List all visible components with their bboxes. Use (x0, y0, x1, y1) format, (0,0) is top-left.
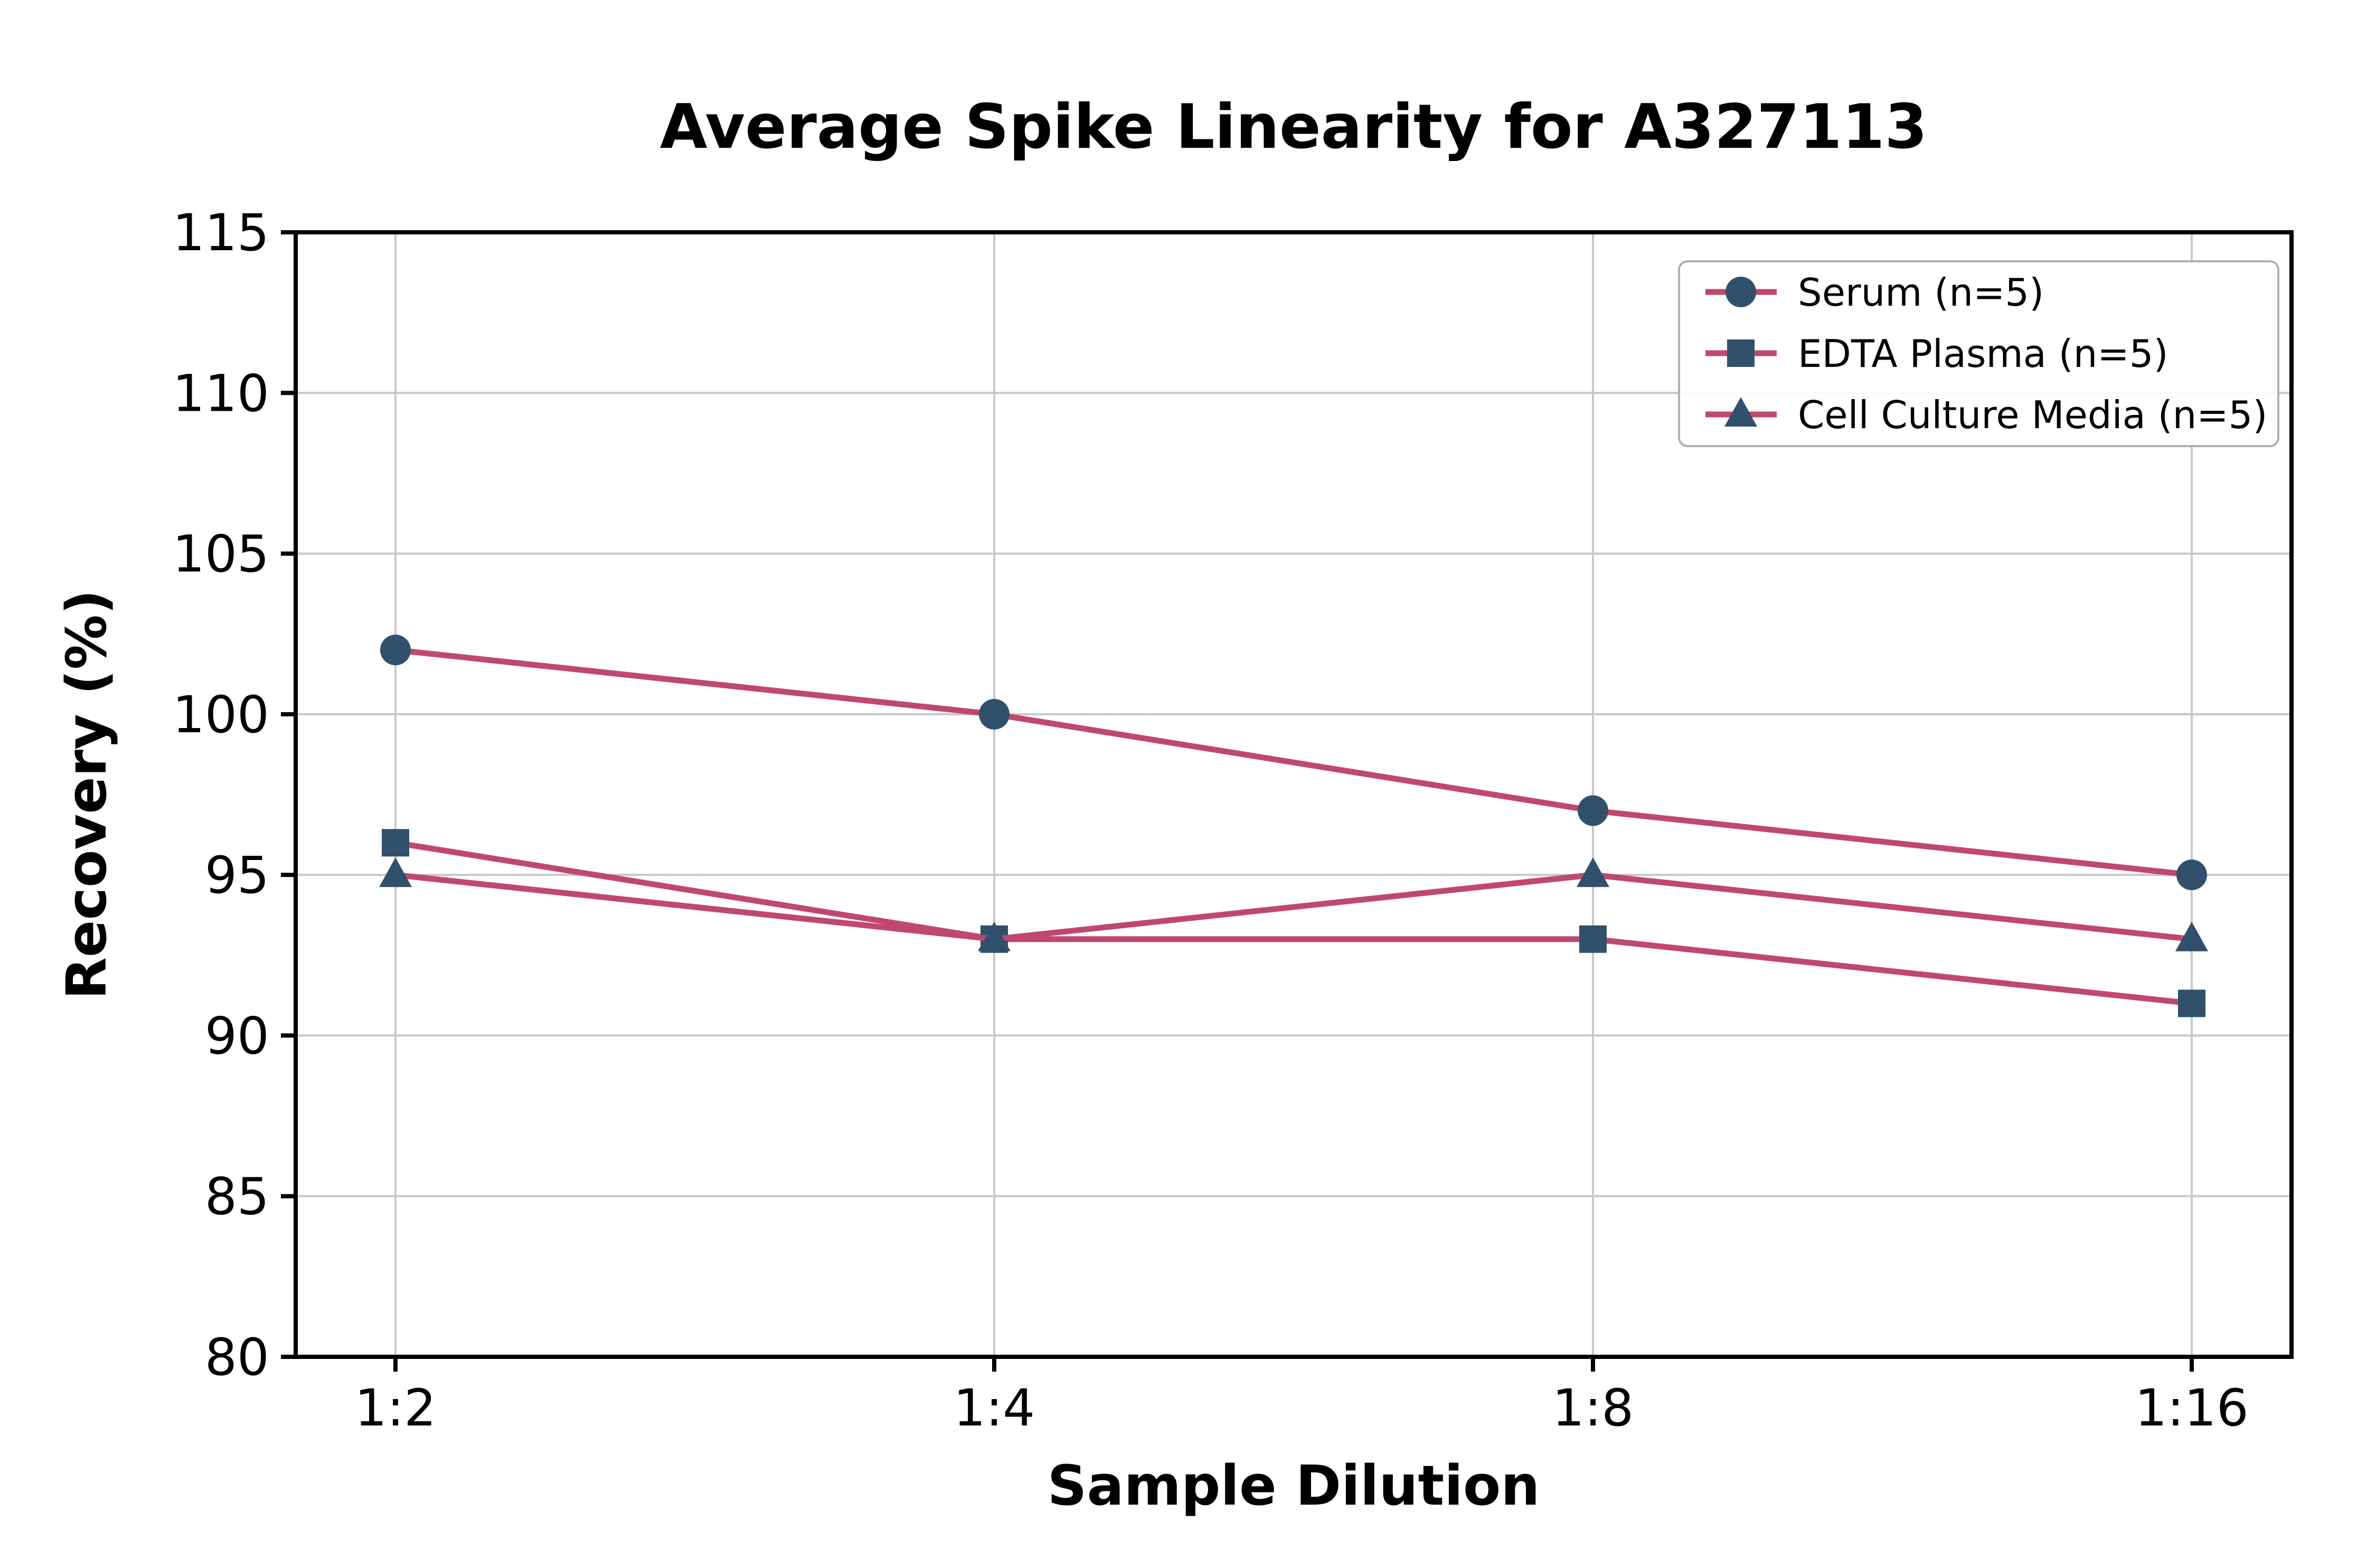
y-tick-label: 105 (173, 525, 269, 584)
data-point-circle (979, 698, 1010, 730)
y-tick-label: 100 (173, 685, 269, 744)
legend-marker-triangle (1724, 397, 1757, 427)
x-tick-label: 1:8 (1552, 1378, 1634, 1438)
data-point-square (1579, 925, 1607, 953)
data-point-circle (1578, 795, 1608, 826)
data-point-square (2178, 989, 2205, 1017)
data-point-circle (2176, 859, 2207, 891)
legend-label: Cell Culture Media (n=5) (1798, 393, 2268, 437)
legend-marker-square (1727, 339, 1755, 367)
data-point-square (382, 829, 409, 857)
data-point-triangle (2175, 921, 2208, 951)
data-point-triangle (379, 857, 412, 887)
data-series (379, 635, 2208, 1017)
series-line-square (392, 839, 2195, 1007)
axes-frame (294, 230, 2294, 1359)
series-line-circle (392, 647, 2195, 878)
x-axis-label: Sample Dilution (1048, 1453, 1540, 1518)
chart-title: Average Spike Linearity for A327113 (660, 91, 1927, 163)
plot-border (294, 230, 2294, 1359)
y-tick-label: 115 (173, 203, 269, 262)
y-axis-label: Recovery (%) (54, 590, 119, 1000)
legend-box (1678, 260, 2279, 447)
y-tick-label: 95 (205, 846, 269, 905)
y-tick-label: 85 (205, 1167, 269, 1226)
y-tick-label: 80 (205, 1328, 269, 1387)
legend-marker-circle (1726, 277, 1756, 307)
legend-label: Serum (n=5) (1798, 270, 2044, 315)
x-tick-label: 1:2 (355, 1378, 437, 1438)
y-tick-label: 110 (173, 364, 269, 423)
series-line-triangle (392, 872, 2195, 942)
data-point-triangle (978, 921, 1011, 951)
data-point-circle (380, 635, 411, 666)
y-tick-label: 90 (205, 1006, 269, 1065)
legend-label: EDTA Plasma (n=5) (1798, 332, 2168, 376)
x-tick-label: 1:4 (954, 1378, 1035, 1438)
legend: Serum (n=5) EDTA Plasma (n=5) Cell Culture… (1678, 260, 2279, 447)
axis-ticks: 80 85 90 95 100 105 110 115 1:2 1:4 1:8 1:16 (173, 203, 2249, 1438)
x-tick-label: 1:16 (2135, 1378, 2249, 1438)
data-point-triangle (1577, 857, 1609, 887)
